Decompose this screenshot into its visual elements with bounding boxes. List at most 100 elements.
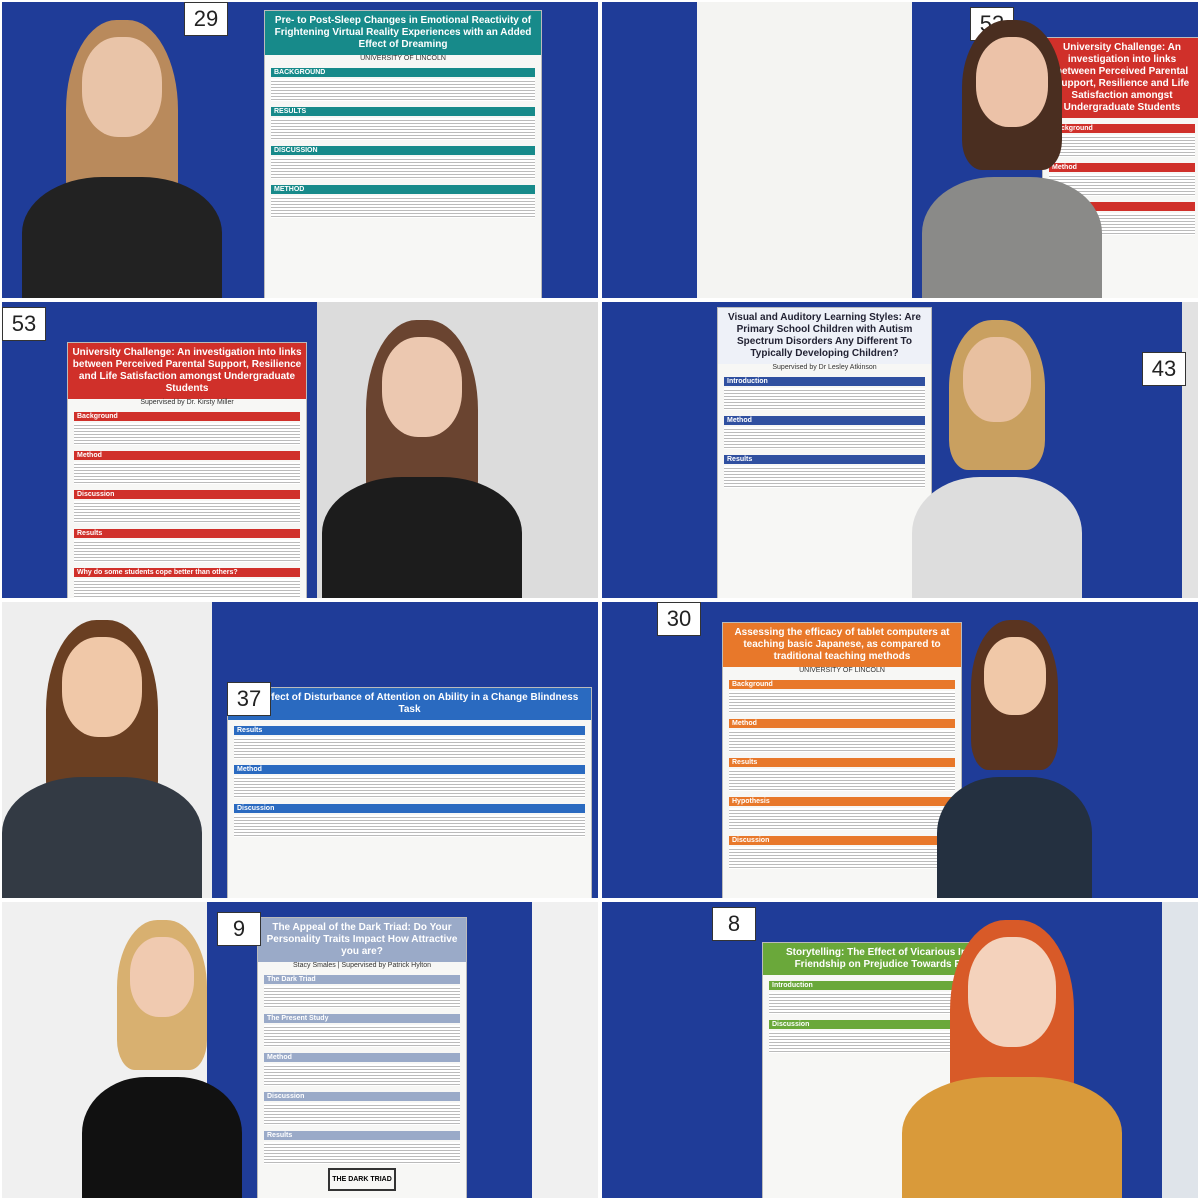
poster-title: Pre- to Post-Sleep Changes in Emotional … <box>265 11 541 55</box>
poster-number: 29 <box>184 2 228 36</box>
poster-number: 8 <box>712 907 756 941</box>
torso <box>322 477 522 598</box>
photo-panel: Visual and Auditory Learning Styles: Are… <box>600 300 1200 600</box>
body-text <box>724 427 925 449</box>
section-heading: Introduction <box>724 377 925 386</box>
body-text <box>271 79 535 101</box>
poster: Pre- to Post-Sleep Changes in Emotional … <box>264 10 542 298</box>
face <box>130 937 194 1017</box>
photo-panel: Pre- to Post-Sleep Changes in Emotional … <box>0 0 600 300</box>
poster-title: Assessing the efficacy of tablet compute… <box>723 623 961 667</box>
section-heading: Why do some students cope better than ot… <box>74 568 300 577</box>
poster-title: Visual and Auditory Learning Styles: Are… <box>718 308 931 364</box>
body-text <box>264 1064 460 1086</box>
section-heading: Background <box>729 680 955 689</box>
body-text <box>234 776 585 798</box>
photo-panel: University Challenge: An investigation i… <box>600 0 1200 300</box>
body-text <box>271 118 535 140</box>
poster <box>697 2 912 298</box>
poster-title: The Effect of Disturbance of Attention o… <box>228 688 591 720</box>
section-heading: Hypothesis <box>729 797 955 806</box>
body-text <box>271 157 535 179</box>
poster-number: 37 <box>227 682 271 716</box>
section-heading: Method <box>729 719 955 728</box>
section-heading: Results <box>724 455 925 464</box>
section-heading: The Present Study <box>264 1014 460 1023</box>
body-text <box>74 423 300 445</box>
torso <box>2 777 202 898</box>
poster-title: The Appeal of the Dark Triad: Do Your Pe… <box>258 918 466 962</box>
body-text <box>729 730 955 752</box>
section-heading: Method <box>74 451 300 460</box>
university-logo: UNIVERSITY OF LINCOLN <box>360 55 446 62</box>
poster-number: 53 <box>2 307 46 341</box>
face <box>968 937 1056 1047</box>
poster-subtitle: Supervised by Dr. Kirsty Miller <box>140 399 234 406</box>
body-text <box>724 388 925 410</box>
face <box>983 637 1046 715</box>
section-heading: Results <box>234 726 585 735</box>
poster-title: University Challenge: An investigation i… <box>1043 38 1198 118</box>
body-text <box>264 1103 460 1125</box>
body-text <box>234 737 585 759</box>
torso <box>922 177 1102 298</box>
section-heading: METHOD <box>271 185 535 194</box>
section-heading: Background <box>74 412 300 421</box>
body-text <box>264 986 460 1008</box>
section-heading: Discussion <box>264 1092 460 1101</box>
body-text <box>271 196 535 218</box>
section-heading: Method <box>264 1053 460 1062</box>
section-heading: Background <box>1049 124 1195 133</box>
body-text <box>74 501 300 523</box>
face <box>382 337 462 437</box>
body-text <box>264 1142 460 1164</box>
university-logo: UNIVERSITY OF LINCOLN <box>799 667 885 674</box>
section-heading: RESULTS <box>271 107 535 116</box>
face <box>963 337 1031 422</box>
triangle-figure: THE DARK TRIAD <box>328 1168 396 1191</box>
torso <box>912 477 1082 598</box>
poster: The Appeal of the Dark Triad: Do Your Pe… <box>257 917 467 1198</box>
body-text <box>1049 174 1195 196</box>
torso <box>22 177 222 298</box>
section-heading: Introduction <box>769 981 1025 990</box>
poster: Visual and Auditory Learning Styles: Are… <box>717 307 932 598</box>
body-text <box>729 847 955 869</box>
photo-panel: The Appeal of the Dark Triad: Do Your Pe… <box>0 900 600 1200</box>
body-text <box>234 815 585 837</box>
poster-number: 30 <box>657 602 701 636</box>
torso <box>937 777 1092 898</box>
poster-subtitle: Stacy Smales | Supervised by Patrick Hyl… <box>293 962 431 969</box>
body-text <box>729 808 955 830</box>
poster: Assessing the efficacy of tablet compute… <box>722 622 962 898</box>
section-heading: The Dark Triad <box>264 975 460 984</box>
photo-panel: Assessing the efficacy of tablet compute… <box>600 600 1200 900</box>
face <box>62 637 142 737</box>
poster-subtitle: Supervised by Dr Lesley Atkinson <box>772 364 877 371</box>
section-heading: Results <box>264 1131 460 1140</box>
face <box>976 37 1048 127</box>
poster: University Challenge: An investigation i… <box>67 342 307 598</box>
body-text <box>74 540 300 562</box>
poster-number: 43 <box>1142 352 1186 386</box>
poster-title: University Challenge: An investigation i… <box>68 343 306 399</box>
face <box>82 37 162 137</box>
section-heading: Results <box>74 529 300 538</box>
body-text <box>74 579 300 598</box>
section-heading: Method <box>1049 163 1195 172</box>
section-heading: Discussion <box>234 804 585 813</box>
section-heading: DISCUSSION <box>271 146 535 155</box>
body-text <box>729 691 955 713</box>
body-text <box>74 462 300 484</box>
body-text <box>1049 135 1195 157</box>
torso <box>902 1077 1122 1198</box>
photo-panel: The Effect of Disturbance of Attention o… <box>0 600 600 900</box>
section-heading: Discussion <box>74 490 300 499</box>
section-heading: BACKGROUND <box>271 68 535 77</box>
torso <box>82 1077 242 1198</box>
body-text <box>729 769 955 791</box>
section-heading: Method <box>234 765 585 774</box>
section-heading: Discussion <box>769 1020 1025 1029</box>
photo-panel: Storytelling: The Effect of Vicarious In… <box>600 900 1200 1200</box>
